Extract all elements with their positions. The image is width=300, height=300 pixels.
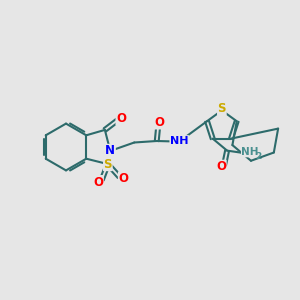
Text: NH: NH bbox=[242, 147, 259, 157]
Text: 2: 2 bbox=[256, 152, 262, 160]
Text: S: S bbox=[218, 102, 226, 115]
Text: O: O bbox=[216, 160, 226, 173]
Text: NH: NH bbox=[170, 136, 188, 146]
Text: O: O bbox=[118, 172, 128, 185]
Text: O: O bbox=[154, 116, 164, 129]
Text: O: O bbox=[93, 176, 103, 189]
Text: O: O bbox=[116, 112, 126, 125]
Text: N: N bbox=[105, 144, 115, 158]
Text: S: S bbox=[103, 158, 112, 171]
